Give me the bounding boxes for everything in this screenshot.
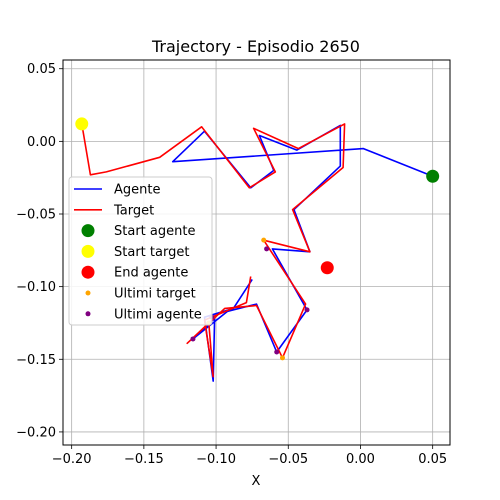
legend-swatch-start-target bbox=[81, 244, 95, 258]
ultimi-target-point bbox=[279, 355, 285, 361]
y-axis-ticks: −0.20 −0.15 −0.10 −0.05 0.00 0.05 bbox=[16, 62, 63, 440]
y-tick-label: −0.20 bbox=[16, 425, 56, 440]
legend-label-ultimi-target: Ultimi target bbox=[114, 287, 196, 302]
legend-swatch-start-agente bbox=[81, 224, 95, 238]
y-tick-label: 0.05 bbox=[27, 62, 56, 77]
y-tick-label: 0.00 bbox=[27, 135, 56, 150]
x-tick-label: 0.00 bbox=[346, 452, 375, 467]
legend-label-start-agente: Start agente bbox=[114, 224, 195, 239]
series-layer bbox=[81, 123, 433, 382]
legend-swatch-ultimi-agente bbox=[85, 311, 91, 317]
legend-label-ultimi-agente: Ultimi agente bbox=[114, 307, 202, 322]
ultimi-agente-point bbox=[264, 246, 270, 252]
legend-label-end-agente: End agente bbox=[114, 266, 188, 281]
y-axis-label: Y bbox=[0, 248, 4, 257]
ultimi-target-point bbox=[261, 237, 267, 243]
y-tick-label: −0.05 bbox=[16, 208, 56, 223]
start-agente-marker bbox=[426, 169, 440, 183]
legend-swatch-end-agente bbox=[81, 265, 95, 279]
series-target-line bbox=[81, 123, 346, 378]
end-agente-marker bbox=[320, 261, 334, 275]
x-tick-label: 0.05 bbox=[418, 452, 447, 467]
x-axis-label: X bbox=[252, 474, 261, 489]
legend: Agente Target Start agente Start target End … bbox=[68, 176, 213, 326]
x-axis-ticks: −0.20 −0.15 −0.10 −0.05 0.00 0.05 bbox=[52, 445, 447, 467]
ultimi-agente-point bbox=[304, 307, 310, 313]
legend-swatch-ultimi-target bbox=[85, 290, 91, 296]
chart-title: Trajectory - Episodio 2650 bbox=[151, 37, 360, 56]
x-tick-label: −0.20 bbox=[52, 452, 92, 467]
start-target-marker bbox=[75, 117, 89, 131]
ultimi-agente-point bbox=[274, 349, 280, 355]
y-tick-label: −0.15 bbox=[16, 353, 56, 368]
legend-box bbox=[68, 176, 213, 326]
y-tick-label: −0.10 bbox=[16, 280, 56, 295]
x-tick-label: −0.05 bbox=[268, 452, 308, 467]
legend-label-agente: Agente bbox=[114, 183, 160, 198]
ultimi-agente-point bbox=[190, 336, 196, 342]
x-tick-label: −0.10 bbox=[196, 452, 236, 467]
plot-frame bbox=[62, 59, 451, 446]
x-tick-label: −0.15 bbox=[124, 452, 164, 467]
legend-label-target: Target bbox=[113, 203, 154, 218]
legend-label-start-target: Start target bbox=[114, 245, 189, 260]
